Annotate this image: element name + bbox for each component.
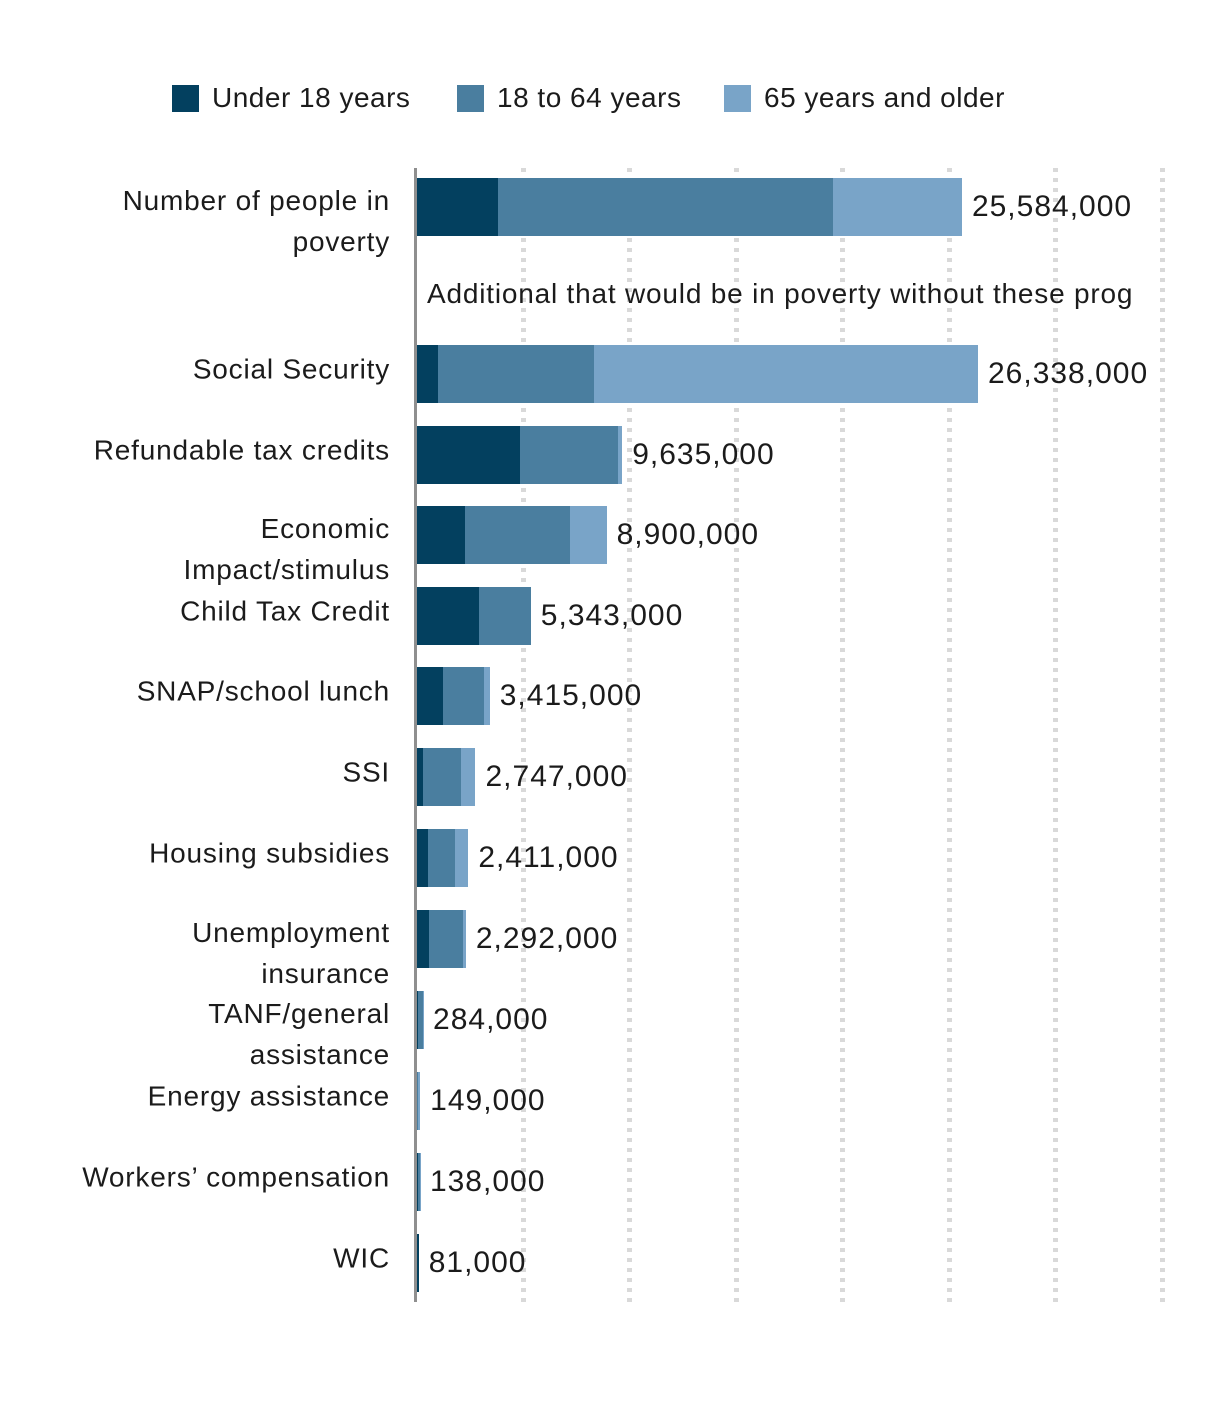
- bar-segment: [417, 829, 429, 887]
- bar-segment: [570, 506, 607, 564]
- bar-segment: [417, 426, 521, 484]
- bar-segment: [438, 345, 594, 403]
- stacked-bar: [417, 991, 424, 1049]
- bar-segment: [417, 345, 439, 403]
- legend-swatch: [172, 84, 199, 112]
- bar-segment: [418, 991, 423, 1049]
- legend-item: 18 to 64 years: [457, 82, 682, 113]
- category-label: SNAP/school lunch: [136, 675, 390, 707]
- category-label: Energy assistance: [147, 1080, 390, 1112]
- gridline: [1159, 168, 1165, 1302]
- bar-segment: [417, 991, 419, 1049]
- category-label: Refundable tax credits: [93, 434, 390, 466]
- stacked-bar: [417, 178, 962, 236]
- gridline: [840, 168, 845, 1302]
- value-label: 2,747,000: [485, 760, 628, 793]
- bar-segment: [443, 667, 484, 725]
- category-label: WIC: [333, 1242, 390, 1274]
- bar-segment: [483, 667, 490, 725]
- stacked-bar: [417, 829, 469, 887]
- bar-segment: [417, 910, 429, 968]
- bar-segment: [461, 748, 476, 806]
- value-label: 2,292,000: [475, 922, 619, 955]
- stacked-bar: [417, 1072, 421, 1130]
- legend-swatch: [724, 84, 751, 112]
- stacked-bar: [417, 426, 623, 484]
- value-label: 2,411,000: [478, 841, 619, 874]
- gridline: [946, 168, 952, 1302]
- y-axis-line: [414, 168, 417, 1302]
- value-label: 3,415,000: [499, 679, 643, 712]
- value-label: 5,343,000: [540, 599, 684, 632]
- category-label: Workers’ compensation: [82, 1161, 390, 1193]
- bar-segment: [417, 178, 498, 236]
- legend-swatch: [457, 84, 484, 112]
- value-label: 149,000: [430, 1084, 546, 1117]
- category-label: Economic Impact/stimulus: [183, 513, 390, 585]
- bar-segment: [428, 910, 464, 968]
- legend-item: 65 years and older: [724, 82, 1005, 113]
- stacked-bar: [417, 667, 490, 725]
- bar-segment: [417, 1153, 418, 1211]
- gridline: [627, 168, 632, 1302]
- bar-segment: [465, 506, 571, 564]
- bar-segment: [428, 829, 456, 887]
- bar-segment: [417, 1072, 418, 1130]
- category-label: Child Tax Credit: [180, 595, 390, 627]
- bar-segment: [833, 178, 962, 236]
- legend-item: Under 18 years: [172, 82, 411, 113]
- value-label: 284,000: [433, 1003, 549, 1036]
- bar-segment: [617, 426, 623, 484]
- section-note: Additional that would be in poverty with…: [427, 278, 1134, 309]
- legend-label: Under 18 years: [212, 82, 411, 113]
- bar-segment: [417, 667, 444, 725]
- bar-segment: [417, 1234, 419, 1292]
- stacked-bar: [417, 345, 978, 403]
- bar-segment: [417, 748, 423, 806]
- stacked-bar: [417, 910, 466, 968]
- stacked-bar: [417, 587, 531, 645]
- gridline: [520, 168, 526, 1302]
- category-label: Unemployment insurance: [192, 917, 390, 989]
- value-label: 26,338,000: [987, 357, 1149, 390]
- bar-segment: [417, 1072, 421, 1130]
- bar-segment: [463, 910, 466, 968]
- value-label: 81,000: [428, 1246, 527, 1279]
- bar-segment: [417, 1153, 420, 1211]
- bar-segment: [422, 748, 462, 806]
- legend-label: 65 years and older: [764, 82, 1005, 113]
- category-label: TANF/general assistance: [208, 998, 390, 1070]
- bar-segment: [417, 587, 480, 645]
- bar-segment: [455, 829, 469, 887]
- category-label: Social Security: [192, 353, 390, 385]
- bar-segment: [497, 178, 834, 236]
- bar-segment: [479, 587, 531, 645]
- category-label: Housing subsidies: [149, 837, 390, 869]
- stacked-bar: [417, 748, 476, 806]
- gridline: [733, 168, 739, 1302]
- category-label: SSI: [342, 756, 390, 788]
- legend-label: 18 to 64 years: [497, 82, 682, 113]
- category-label: Number of people in poverty: [122, 185, 390, 257]
- bar-segment: [593, 345, 978, 403]
- value-label: 25,584,000: [971, 190, 1133, 223]
- value-label: 8,900,000: [616, 518, 760, 551]
- bar-segment: [417, 506, 466, 564]
- stacked-bar: [417, 506, 607, 564]
- value-label: 9,635,000: [632, 438, 775, 471]
- stacked-bar: [417, 1234, 419, 1292]
- gridline: [1053, 168, 1058, 1302]
- bar-segment: [520, 426, 618, 484]
- stacked-bar: [417, 1153, 420, 1211]
- value-label: 138,000: [429, 1165, 546, 1198]
